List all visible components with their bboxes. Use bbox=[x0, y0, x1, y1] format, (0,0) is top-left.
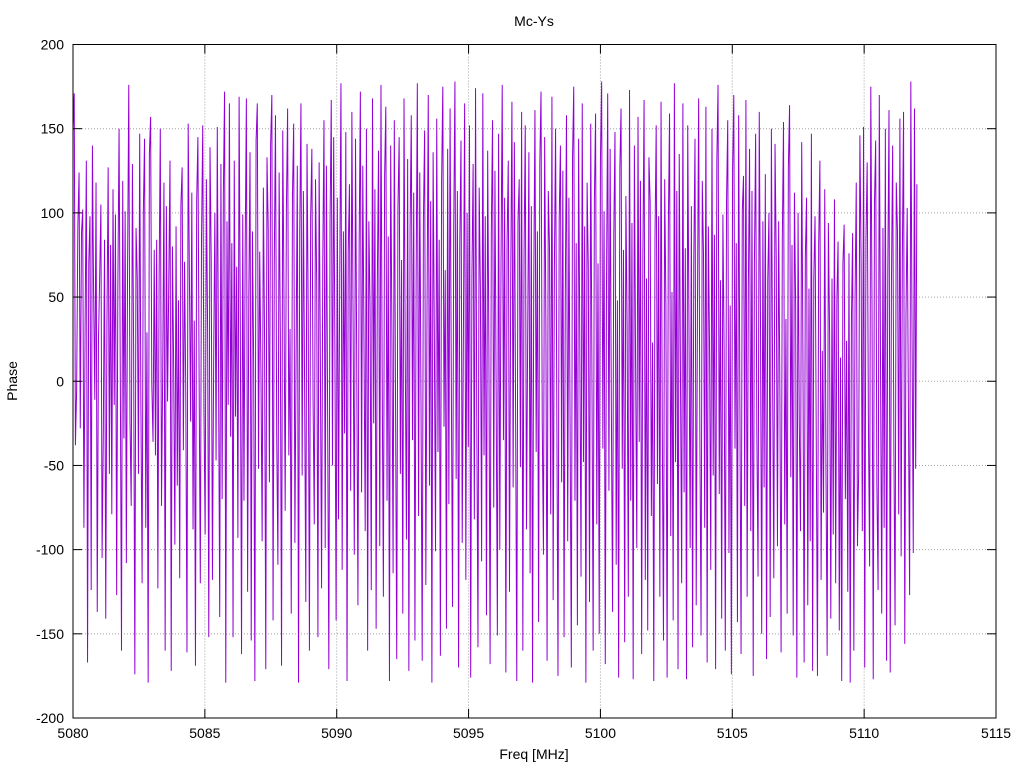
series-layer bbox=[72, 81, 918, 683]
y-tick-label: -150 bbox=[36, 626, 64, 642]
axis-ticks: 5080 5085 5090 5095 5100 5105 5110 5115 -200 -150… bbox=[36, 37, 1011, 742]
y-tick-label: 100 bbox=[41, 205, 65, 221]
y-tick-label: -100 bbox=[36, 542, 64, 558]
y-tick-label: -50 bbox=[44, 457, 64, 473]
x-tick-label: 5095 bbox=[453, 725, 484, 741]
phase-series-line bbox=[72, 81, 918, 683]
x-axis-label: Freq [MHz] bbox=[499, 746, 568, 762]
y-tick-label: 200 bbox=[41, 37, 65, 53]
x-tick-label: 5105 bbox=[717, 725, 748, 741]
y-tick-label: 0 bbox=[56, 373, 64, 389]
x-tick-label: 5085 bbox=[189, 725, 220, 741]
x-tick-label: 5090 bbox=[321, 725, 352, 741]
x-tick-label: 5110 bbox=[849, 725, 879, 741]
y-tick-label: 50 bbox=[48, 289, 64, 305]
x-tick-label: 5100 bbox=[585, 725, 616, 741]
y-tick-label: -200 bbox=[36, 710, 64, 726]
x-tick-label: 5115 bbox=[981, 725, 1011, 741]
y-tick-label: 150 bbox=[41, 121, 65, 137]
x-tick-label: 5080 bbox=[57, 725, 88, 741]
y-axis-label: Phase bbox=[4, 361, 20, 401]
chart-title: Mc-Ys bbox=[514, 13, 554, 29]
